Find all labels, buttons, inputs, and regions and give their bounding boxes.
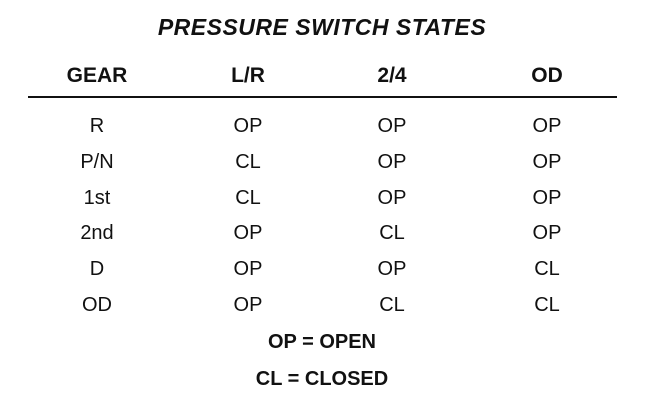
table-cell: OP [532, 115, 562, 137]
table-cell: CL [379, 294, 405, 316]
table-cell: CL [235, 186, 261, 209]
table-cell: CL [534, 258, 560, 281]
table-cell: CL [379, 222, 405, 245]
page-title: PRESSURE SWITCH STATES [157, 14, 487, 40]
table-cell: OP [233, 222, 263, 245]
legend-open: OP = OPEN [267, 331, 377, 353]
table-cell: CL [235, 150, 261, 173]
table-cell: OP [532, 222, 562, 245]
header-divider [28, 96, 617, 98]
table-cell: 1st [83, 186, 111, 209]
table-cell: CL [534, 294, 560, 316]
column-header: OD [531, 64, 563, 87]
table-cell: OP [377, 115, 407, 137]
legend-closed: CL = CLOSED [255, 368, 389, 390]
table-cell: OP [233, 115, 263, 137]
table-cell: OP [377, 186, 407, 209]
column-header: 2/4 [377, 64, 407, 87]
table-cell: OP [377, 258, 407, 281]
table-cell: OD [82, 294, 112, 316]
table-cell: 2nd [80, 222, 114, 245]
table-cell: OP [377, 150, 407, 173]
column-header: GEAR [66, 64, 128, 87]
table-cell: R [89, 115, 105, 137]
table-cell: OP [233, 258, 263, 281]
table-cell: OP [233, 294, 263, 316]
table-cell: OP [532, 186, 562, 209]
table-cell: OP [532, 150, 562, 173]
table-cell: P/N [80, 150, 114, 173]
column-header: L/R [231, 64, 265, 87]
table-cell: D [89, 258, 105, 281]
